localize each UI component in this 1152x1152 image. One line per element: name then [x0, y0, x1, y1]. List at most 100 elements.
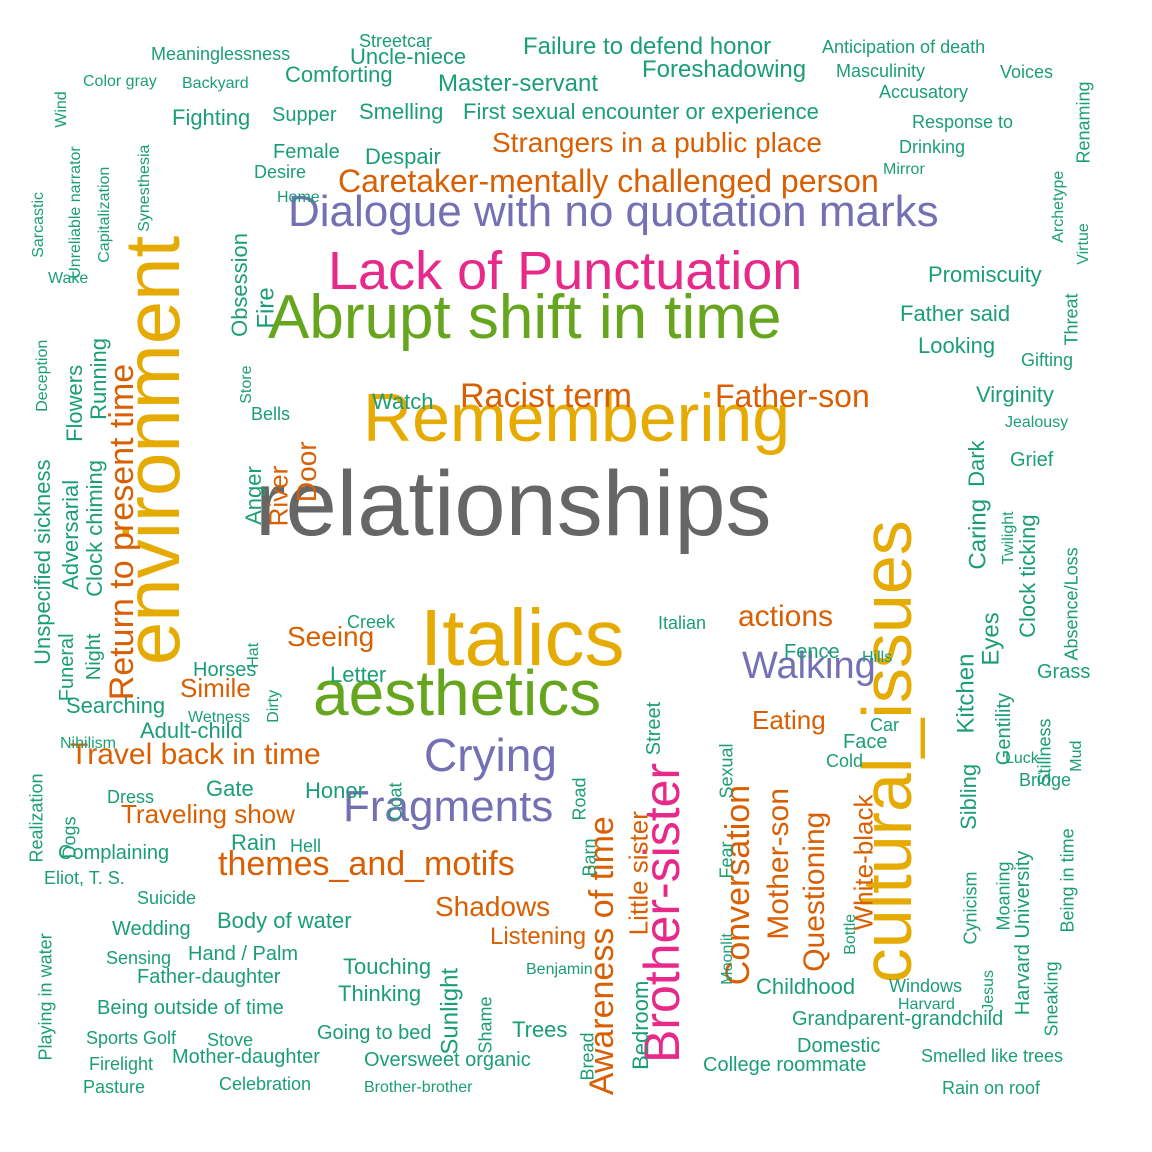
word-strangers-in-a-public-place: Strangers in a public place [492, 126, 822, 158]
word-promiscuity: Promiscuity [928, 262, 1042, 288]
word-benjamin: Benjamin [526, 961, 593, 979]
word-wake: Wake [48, 270, 89, 288]
word-accusatory: Accusatory [879, 81, 969, 102]
word-creek: Creek [347, 611, 396, 632]
word-shame: Shame [475, 995, 496, 1053]
word-father-son: Father-son [715, 378, 870, 415]
word-supper: Supper [272, 103, 337, 126]
word-grief: Grief [1010, 448, 1054, 471]
word-bells: Bells [251, 403, 291, 424]
word-mother-son: Mother-son [762, 788, 796, 940]
word-questioning: Questioning [798, 811, 832, 972]
word-being-in-time: Being in time [1057, 827, 1078, 932]
word-cold: Cold [826, 750, 864, 771]
word-wedding: Wedding [112, 917, 191, 940]
word-renaming: Renaming [1073, 80, 1094, 163]
word-hell: Hell [290, 835, 322, 856]
word-windows: Windows [889, 975, 963, 996]
word-harvard: Harvard [898, 996, 955, 1014]
word-face: Face [843, 730, 888, 753]
word-playing-in-water: Playing in water [35, 932, 56, 1060]
word-realization: Realization [26, 772, 47, 862]
word-obsession: Obsession [227, 233, 253, 337]
word-rain: Rain [231, 830, 277, 856]
word-adult-child: Adult-child [140, 718, 243, 744]
word-mirror: Mirror [883, 161, 925, 179]
word-running: Running [86, 338, 112, 420]
word-desire: Desire [254, 161, 307, 182]
word-going-to-bed: Going to bed [317, 1021, 432, 1044]
word-response-to: Response to [912, 111, 1014, 132]
word-caring: Caring [964, 499, 992, 570]
word-searching: Searching [66, 693, 166, 719]
word-bedroom: Bedroom [628, 980, 654, 1070]
word-sexual: Sexual [716, 742, 737, 798]
word-domestic: Domestic [797, 1034, 881, 1057]
word-clock-chiming: Clock chiming [82, 460, 108, 597]
word-childhood: Childhood [756, 974, 856, 1000]
word-bread: Bread [577, 1031, 598, 1080]
word-anger: Anger [241, 466, 267, 525]
word-jealousy: Jealousy [1005, 414, 1069, 432]
word-coat: Coat [385, 781, 406, 820]
word-hand-palm: Hand / Palm [188, 942, 299, 965]
word-archetype: Archetype [1050, 170, 1068, 243]
word-first-sexual-encounter-or-experience: First sexual encounter or experience [463, 99, 819, 125]
word-horses: Horses [193, 658, 257, 681]
word-moonlit: Moonlit [719, 933, 737, 985]
word-unspecified-sickness: Unspecified sickness [30, 459, 56, 665]
word-aesthetics: aesthetics [313, 656, 602, 729]
word-road: Road [569, 776, 590, 820]
word-meaninglessness: Meaninglessness [151, 43, 291, 64]
word-walking: Walking [742, 645, 876, 688]
word-watch: Watch [372, 389, 434, 415]
word-despair: Despair [365, 144, 441, 170]
word-moaning: Moaning [993, 860, 1014, 930]
word-voices: Voices [1000, 61, 1054, 82]
word-sarcastic: Sarcastic [30, 192, 48, 258]
word-touching: Touching [343, 954, 432, 980]
word-unreliable-narrator: Unreliable narrator [67, 146, 85, 279]
word-trees: Trees [512, 1017, 568, 1043]
word-actions: actions [738, 600, 834, 634]
word-deception: Deception [34, 339, 52, 412]
word-threat: Threat [1061, 292, 1082, 345]
word-grandparent-grandchild: Grandparent-grandchild [792, 1007, 1004, 1030]
word-virginity: Virginity [976, 382, 1054, 408]
word-traveling-show: Traveling show [121, 798, 295, 829]
word-sibling: Sibling [956, 763, 982, 830]
word-river: River [263, 465, 294, 526]
word-travel-back-in-time: Travel back in time [70, 738, 321, 772]
word-listening: Listening [490, 923, 587, 951]
word-letter: Letter [330, 662, 387, 688]
word-italian: Italian [658, 612, 707, 633]
word-college-roommate: College roommate [703, 1053, 867, 1076]
word-hat: Hat [245, 643, 263, 668]
word-capitalization: Capitalization [96, 166, 114, 263]
word-color-gray: Color gray [83, 73, 157, 91]
word-dark: Dark [964, 440, 990, 487]
word-oversweet-organic: Oversweet organic [364, 1048, 531, 1071]
word-sensing: Sensing [106, 947, 172, 968]
word-fire: Fire [252, 287, 280, 329]
word-car: Car [870, 714, 900, 735]
word-eating: Eating [752, 704, 826, 735]
word-firelight: Firelight [89, 1053, 154, 1074]
word-celebration: Celebration [219, 1073, 312, 1094]
word-sunlight: Sunlight [436, 968, 464, 1055]
word-italics: Italics [420, 593, 625, 683]
word-fighting: Fighting [172, 105, 251, 131]
word-fear: Fear [716, 840, 737, 878]
word-masculinity: Masculinity [836, 60, 926, 81]
word-lack-of-punctuation: Lack of Punctuation [328, 240, 803, 301]
word-drinking: Drinking [899, 136, 966, 157]
word-funeral: Funeral [55, 633, 78, 701]
word-jesus: Jesus [980, 970, 998, 1012]
word-looking: Looking [918, 333, 996, 359]
word-barn: Barn [579, 837, 600, 876]
word-racist-term: Racist term [460, 376, 632, 415]
word-caretaker-mentally-challenged-person: Caretaker-mentally challenged person [338, 163, 879, 200]
word-being-outside-of-time: Being outside of time [97, 996, 284, 1019]
word-store: Store [238, 365, 256, 404]
